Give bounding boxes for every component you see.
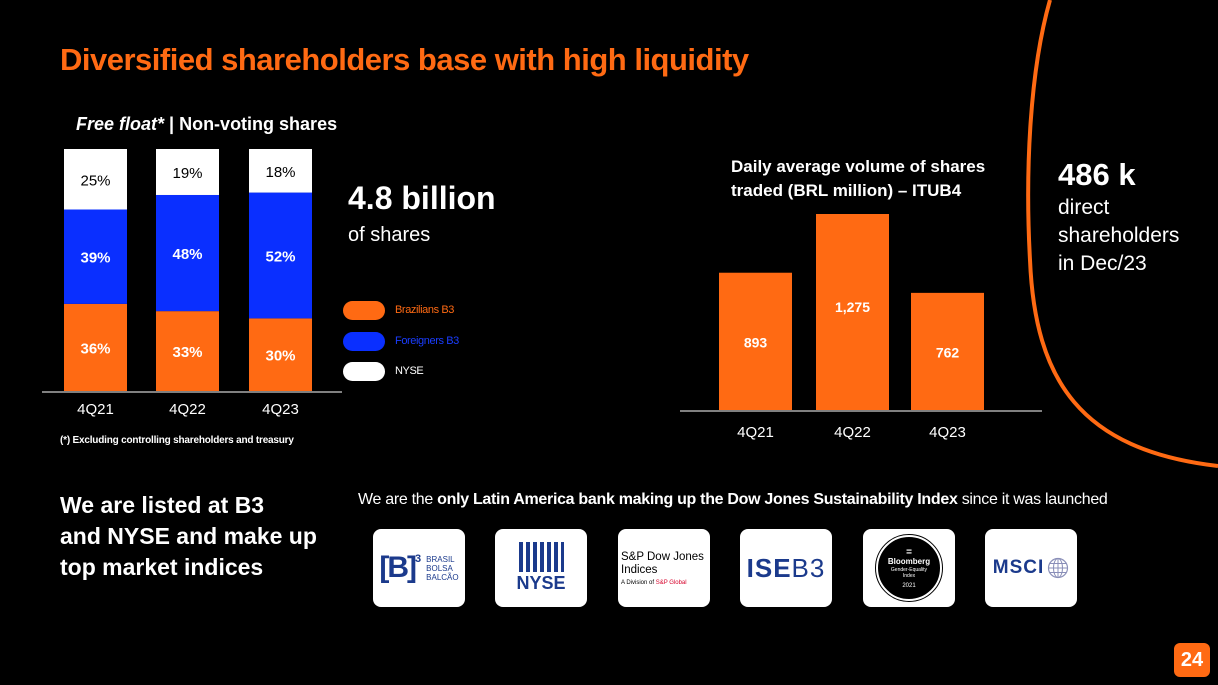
- shares-total-value: 4.8 billion: [348, 180, 496, 216]
- bloomberg-name: Bloomberg: [887, 556, 931, 566]
- djsi-post: since it was launched: [957, 491, 1108, 508]
- volume-bar-4q23: [911, 292, 984, 410]
- data-label-brazilians-b3-4q21: 36%: [80, 340, 110, 357]
- volume-label-4q22: 1,275: [835, 299, 870, 315]
- data-label-foreigners-b3-4q23: 52%: [265, 248, 295, 265]
- volume-x-tick-4q22: 4Q22: [834, 424, 871, 441]
- bar-brazilians-b3-4q21: [64, 303, 127, 391]
- bar-foreigners-b3-4q22: [156, 194, 219, 312]
- volume-bar-chart: 893 4Q21 1,275 4Q22 762 4Q23: [680, 214, 1042, 441]
- volume-chart-title: Daily average volume of shares traded (B…: [731, 155, 985, 203]
- legend-swatch-foreigners: [343, 331, 385, 351]
- b3-line1: BRASIL: [426, 554, 455, 564]
- volume-title-line1: Daily average volume of shares: [731, 157, 986, 176]
- listed-statement: We are listed at B3 and NYSE and make up…: [60, 490, 317, 583]
- bloomberg-line2: Index: [902, 572, 916, 579]
- bloomberg-badge: = Bloomberg Gender-Equality Index 2021: [875, 534, 943, 602]
- b3-sup: 3: [415, 553, 422, 565]
- spdji-logo: S&P Dow Jones Indices A Division of S&P …: [618, 529, 710, 607]
- djsi-pre: We are the: [358, 491, 438, 508]
- listed-line2: and NYSE and make up: [60, 523, 317, 549]
- data-label-foreigners-b3-4q21: 39%: [80, 250, 110, 267]
- spdji-sub-brand: S&P Global: [655, 579, 687, 586]
- data-label-brazilians-b3-4q22: 33%: [172, 344, 202, 361]
- spdji-sub-pre: A Division of: [621, 579, 656, 586]
- listed-line3: top market indices: [60, 554, 264, 580]
- spdji-line2: Indices: [621, 563, 658, 576]
- bloomberg-gei-logo: = Bloomberg Gender-Equality Index 2021: [863, 529, 955, 607]
- x-tick-label-4q21: 4Q21: [77, 401, 114, 418]
- volume-title-line2: traded (BRL million) – ITUB4: [731, 181, 962, 200]
- b3-mark: [B]: [379, 551, 417, 584]
- legend-swatch-nyse: [343, 361, 385, 381]
- volume-x-tick-4q23: 4Q23: [929, 424, 966, 441]
- legend-item-nyse: NYSE: [343, 361, 424, 381]
- shareholders-line3: in Dec/23: [1058, 252, 1147, 275]
- data-label-nyse-4q21: 25%: [80, 172, 110, 189]
- bloomberg-line1: Gender-Equality: [890, 566, 928, 573]
- legend-item-foreigners: Foreigners B3: [343, 331, 459, 351]
- listed-line1: We are listed at B3: [60, 492, 265, 518]
- bar-foreigners-b3-4q21: [64, 209, 127, 304]
- djsi-statement: We are the only Latin America bank makin…: [358, 491, 1108, 509]
- data-label-brazilians-b3-4q23: 30%: [265, 348, 295, 365]
- b3-logo: [B] 3 BRASIL BOLSA BALCÃO: [373, 529, 465, 607]
- iseb3-text-b: B3: [791, 552, 826, 583]
- page-number: 24: [1174, 643, 1210, 677]
- b3-line3: BALCÃO: [426, 572, 459, 582]
- legend-swatch-brazilians: [343, 300, 385, 320]
- nyse-logo: NYSE: [495, 529, 587, 607]
- b3-line2: BOLSA: [426, 563, 453, 573]
- free-float-stacked-chart: 36% 39% 25% 4Q21 33% 48% 19% 4Q22 30% 52% 18% 4Q23: [42, 149, 342, 418]
- volume-label-4q21: 893: [744, 334, 768, 350]
- volume-x-tick-4q21: 4Q21: [737, 424, 774, 441]
- x-tick-label-4q22: 4Q22: [169, 401, 206, 418]
- iseb3-text-a: ISE: [746, 552, 792, 583]
- bar-nyse-4q23: [249, 149, 312, 193]
- legend-label-nyse: NYSE: [395, 365, 424, 377]
- footnote: (*) Excluding controlling shareholders a…: [60, 435, 294, 446]
- bar-brazilians-b3-4q22: [156, 311, 219, 391]
- free-float-title-italic: Free float*: [76, 114, 165, 134]
- x-tick-label-4q23: 4Q23: [262, 401, 299, 418]
- msci-globe-icon: [1048, 557, 1069, 579]
- nyse-pillars-icon: [519, 542, 564, 572]
- data-label-nyse-4q23: 18%: [265, 164, 295, 181]
- shareholders-line2: shareholders: [1058, 224, 1180, 247]
- iseb3-logo: ISEB3: [740, 529, 832, 607]
- shareholders-line1: direct: [1058, 196, 1110, 219]
- data-label-nyse-4q22: 19%: [172, 165, 202, 182]
- free-float-title: Free float* | Non-voting shares: [76, 114, 337, 135]
- bar-nyse-4q21: [64, 149, 127, 210]
- bar-brazilians-b3-4q23: [249, 318, 312, 391]
- msci-logo: MSCI: [985, 529, 1077, 607]
- volume-bar-4q21: [719, 272, 792, 410]
- bar-foreigners-b3-4q23: [249, 192, 312, 319]
- free-float-title-rest: | Non-voting shares: [164, 114, 338, 134]
- legend-item-brazilians: Brazilians B3: [343, 300, 454, 320]
- legend-label-foreigners: Foreigners B3: [395, 335, 459, 347]
- volume-bar-4q22: [816, 214, 889, 410]
- shares-total-label: of shares: [348, 224, 431, 246]
- bar-nyse-4q22: [156, 149, 219, 195]
- shareholders-value: 486 k: [1058, 157, 1136, 192]
- nyse-text: NYSE: [516, 573, 566, 593]
- spdji-line1: S&P Dow Jones: [621, 550, 704, 563]
- page-title: Diversified shareholders base with high …: [60, 42, 749, 77]
- djsi-bold: only Latin America bank making up the Do…: [437, 491, 958, 508]
- bloomberg-sym: =: [906, 546, 912, 558]
- bloomberg-year: 2021: [902, 582, 916, 589]
- legend-label-brazilians: Brazilians B3: [395, 304, 454, 316]
- msci-text: MSCI: [992, 557, 1045, 578]
- data-label-foreigners-b3-4q22: 48%: [172, 246, 202, 263]
- volume-label-4q23: 762: [936, 344, 960, 360]
